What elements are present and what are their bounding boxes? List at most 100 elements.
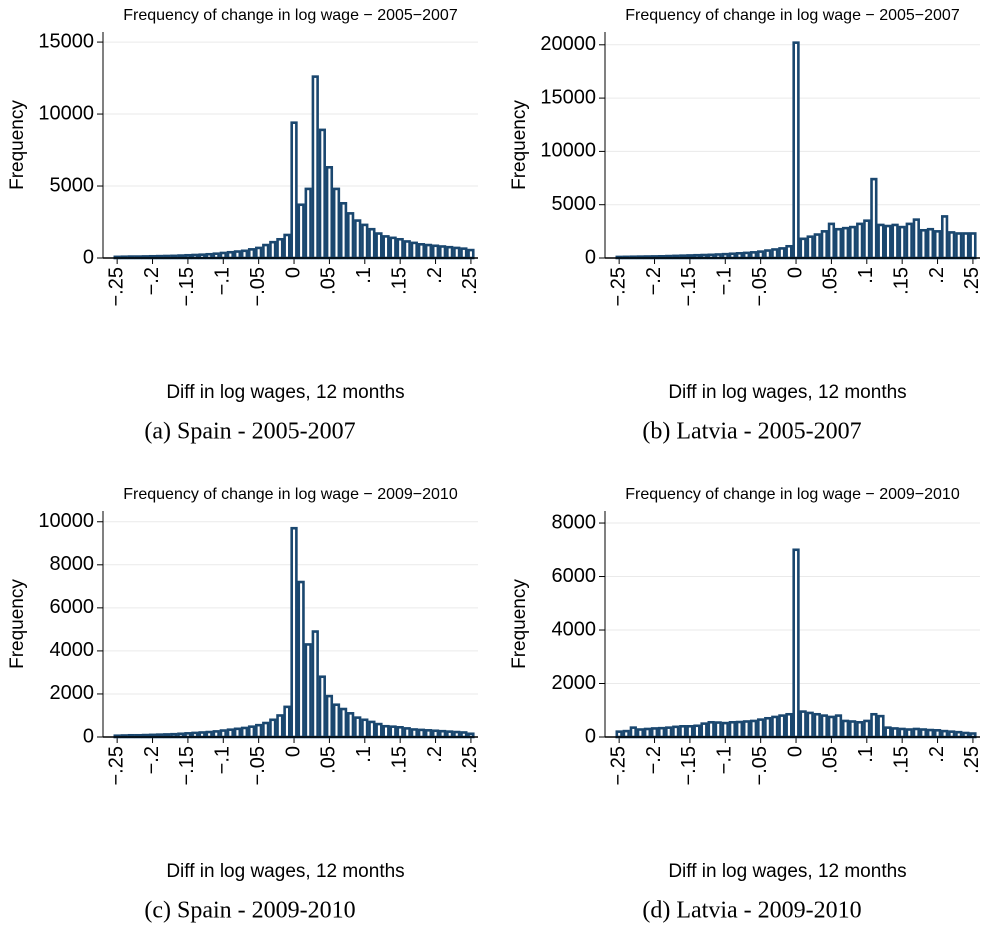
- x-tick-label: −.15: [678, 746, 700, 785]
- histogram-bar: [643, 727, 652, 739]
- histogram-bar: [424, 729, 433, 739]
- x-axis-label: Diff in log wages, 12 months: [166, 382, 404, 403]
- chart-title: Frequency of change in log wage − 2005−2…: [625, 7, 960, 24]
- histogram-bar: [629, 726, 637, 739]
- x-tick-label: .2: [424, 267, 446, 284]
- histogram-bar: [403, 727, 411, 739]
- x-tick-label: 0: [282, 267, 304, 278]
- histogram-bar: [912, 727, 920, 739]
- histogram-bar: [757, 250, 765, 260]
- x-axis-label: Diff in log wages, 12 months: [668, 861, 906, 882]
- histogram-bar: [446, 245, 454, 260]
- histogram-bar: [693, 724, 701, 739]
- x-tick-label: −.05: [247, 267, 269, 306]
- histogram-bar: [877, 223, 885, 260]
- histogram-bar: [269, 718, 277, 739]
- y-axis-label: Frequency: [7, 579, 28, 669]
- histogram-bar: [318, 675, 326, 739]
- y-tick-label: 15000: [540, 86, 596, 108]
- y-tick-label: 20000: [540, 33, 596, 55]
- histogram-bar: [749, 719, 758, 739]
- histogram-bar: [771, 715, 779, 739]
- histogram-bar: [424, 243, 433, 260]
- x-axis-label: Diff in log wages, 12 months: [166, 861, 404, 882]
- x-tick-label: −.15: [678, 267, 700, 306]
- histogram-bar: [898, 225, 906, 260]
- histogram-bar: [849, 720, 857, 739]
- histogram-bar: [870, 712, 878, 739]
- histogram-bar: [311, 75, 319, 260]
- histogram-bar: [233, 250, 242, 260]
- histogram-bar: [849, 225, 857, 260]
- histogram-bar: [233, 727, 242, 739]
- histogram-bar: [438, 729, 447, 739]
- histogram-bar: [396, 726, 404, 739]
- histogram-bar: [905, 222, 913, 260]
- histogram-bar: [460, 247, 468, 260]
- histogram-bar: [877, 714, 885, 739]
- histogram-bar: [707, 720, 715, 739]
- x-tick-label: .1: [855, 267, 877, 284]
- x-tick-label: .1: [353, 746, 375, 763]
- histogram-bar: [446, 730, 454, 739]
- histogram-bar: [665, 726, 673, 739]
- histogram-bar: [962, 232, 970, 260]
- histogram-bar: [347, 712, 355, 739]
- histogram-bar: [912, 218, 920, 260]
- histogram-bar: [771, 248, 779, 260]
- histogram-bar: [764, 716, 772, 739]
- caption: (c) Spain - 2009-2010: [144, 898, 355, 924]
- chart-title: Frequency of change in log wage − 2005−2…: [123, 7, 458, 24]
- x-tick-label: .05: [318, 267, 340, 295]
- histogram-bar: [933, 729, 942, 739]
- histogram-bar: [332, 703, 341, 739]
- histogram-bar: [438, 245, 447, 260]
- histogram-bar: [354, 716, 362, 739]
- histogram-bar: [813, 233, 821, 260]
- x-tick-label: .15: [890, 267, 912, 295]
- y-tick-label: 8000: [552, 511, 597, 533]
- histogram-bar: [778, 714, 786, 739]
- y-tick-label: 10000: [540, 140, 596, 162]
- x-tick-label: −.2: [141, 746, 163, 774]
- histogram-bar: [799, 710, 807, 739]
- histogram-bar: [417, 728, 426, 739]
- y-axis-label: Frequency: [509, 100, 530, 190]
- x-tick-label: 0: [784, 746, 806, 757]
- histogram-bar: [431, 244, 440, 260]
- y-tick-label: 5000: [50, 174, 95, 196]
- y-axis-label: Frequency: [7, 100, 28, 190]
- histogram-bar: [255, 723, 263, 739]
- x-tick-label: .2: [424, 746, 446, 763]
- histogram-bar: [318, 128, 326, 260]
- x-tick-label: −.2: [643, 267, 665, 295]
- histogram-bar: [919, 728, 928, 739]
- histogram-bar: [686, 725, 694, 739]
- histogram-bar: [728, 720, 736, 739]
- histogram-bar: [304, 187, 312, 260]
- histogram-bar: [672, 725, 680, 739]
- histogram-bar: [820, 714, 828, 739]
- histogram-bar: [827, 222, 836, 260]
- x-tick-label: −.25: [607, 746, 629, 785]
- x-tick-label: .25: [459, 746, 481, 774]
- histogram-bar: [657, 726, 666, 739]
- histogram-bar: [375, 722, 383, 739]
- histogram-bar: [269, 240, 277, 260]
- histogram-bar: [948, 231, 956, 260]
- histogram-bar: [255, 246, 263, 260]
- histogram-bar: [870, 177, 878, 260]
- x-tick-label: −.1: [714, 746, 736, 774]
- histogram-bar: [375, 232, 383, 260]
- x-tick-label: .15: [388, 267, 410, 295]
- x-tick-label: −.1: [212, 267, 234, 295]
- histogram-bar: [806, 235, 814, 260]
- x-tick-label: −.1: [714, 267, 736, 295]
- histogram-bar: [410, 728, 418, 739]
- histogram-bar: [891, 223, 899, 260]
- x-tick-label: 0: [784, 267, 806, 278]
- histogram-bar: [368, 227, 376, 260]
- histogram-bar: [325, 166, 334, 260]
- y-tick-label: 4000: [552, 618, 597, 640]
